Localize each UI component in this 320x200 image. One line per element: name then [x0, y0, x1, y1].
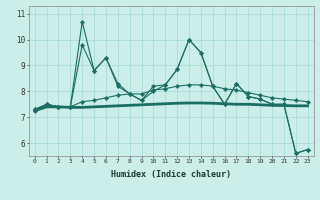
X-axis label: Humidex (Indice chaleur): Humidex (Indice chaleur)	[111, 170, 231, 179]
